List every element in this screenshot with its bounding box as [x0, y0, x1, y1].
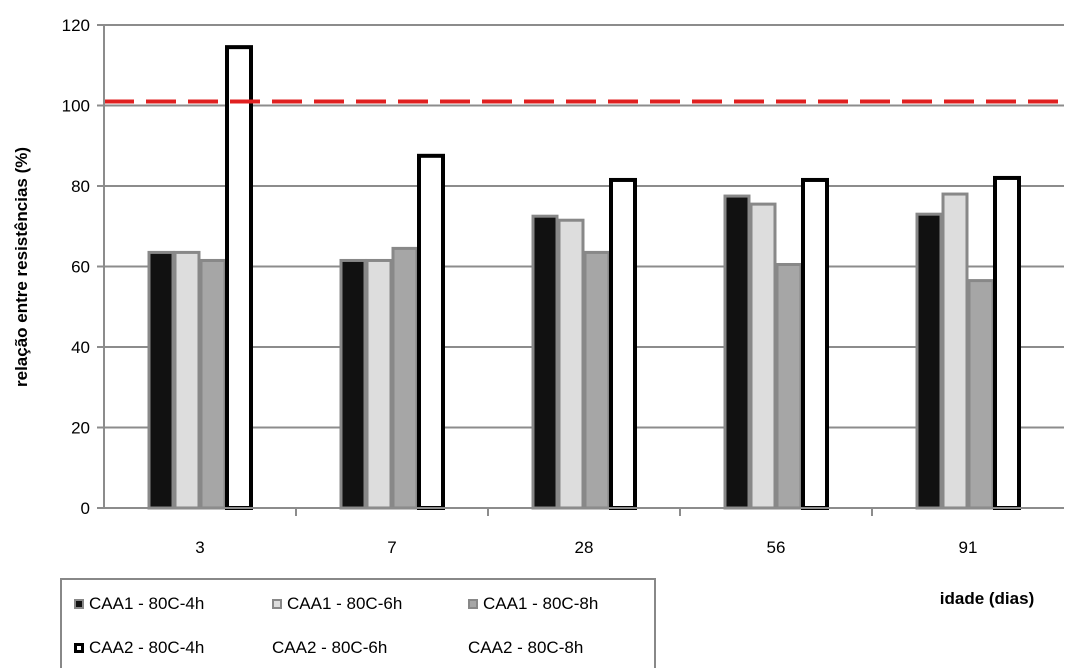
bar: [583, 250, 611, 510]
y-tick-label: 60: [71, 258, 90, 277]
y-axis-title: relação entre resistências (%): [12, 147, 31, 387]
bars: [147, 45, 1021, 510]
legend-swatch: [468, 599, 478, 609]
bar: [941, 192, 969, 510]
y-tick-label: 40: [71, 338, 90, 357]
legend-swatch: [74, 599, 84, 609]
legend-label: CAA2 - 80C-4h: [89, 638, 205, 657]
legend-label: CAA2 - 80C-8h: [468, 638, 584, 657]
legend-item: CAA1 - 80C-6h: [272, 594, 402, 614]
bar: [967, 279, 995, 510]
bar: [225, 45, 253, 510]
bar: [609, 177, 637, 510]
legend-label: CAA1 - 80C-6h: [287, 594, 403, 613]
bar: [417, 153, 445, 510]
tick-labels: 0 20 40 60 80 100 120 3 7 28 56 91: [62, 16, 978, 557]
bar: [993, 175, 1021, 510]
axes: [97, 24, 1064, 516]
bar: [199, 258, 227, 510]
legend-item: CAA2 - 80C-8h: [468, 638, 583, 658]
legend-swatch: [272, 599, 282, 609]
bar: [915, 212, 943, 510]
bar: [173, 250, 201, 510]
x-tick-label: 28: [575, 538, 594, 557]
bar: [749, 202, 777, 510]
y-tick-label: 120: [62, 16, 90, 35]
bar: [147, 250, 175, 510]
bar: [557, 218, 585, 510]
y-tick-label: 80: [71, 177, 90, 196]
legend-swatch: [74, 643, 84, 653]
bar: [339, 258, 367, 510]
legend-item: CAA2 - 80C-6h: [272, 638, 387, 658]
legend-label: CAA1 - 80C-8h: [483, 594, 599, 613]
bar: [775, 262, 803, 510]
legend-item: CAA1 - 80C-4h: [74, 594, 204, 614]
legend-label: CAA2 - 80C-6h: [272, 638, 388, 657]
x-tick-label: 3: [195, 538, 204, 557]
bar: [391, 246, 419, 510]
bar: [531, 214, 559, 510]
y-tick-label: 100: [62, 97, 90, 116]
bar: [365, 258, 393, 510]
legend: CAA1 - 80C-4h CAA1 - 80C-6h CAA1 - 80C-8h C…: [60, 578, 656, 668]
legend-item: CAA2 - 80C-4h: [74, 638, 204, 658]
legend-label: CAA1 - 80C-4h: [89, 594, 205, 613]
x-axis-title: idade (dias): [940, 589, 1034, 608]
legend-item: CAA1 - 80C-8h: [468, 594, 598, 614]
bar: [801, 177, 829, 510]
bar: [723, 194, 751, 510]
y-tick-label: 0: [81, 499, 90, 518]
x-tick-label: 7: [387, 538, 396, 557]
x-tick-label: 91: [959, 538, 978, 557]
y-tick-label: 20: [71, 419, 90, 438]
x-tick-label: 56: [767, 538, 786, 557]
